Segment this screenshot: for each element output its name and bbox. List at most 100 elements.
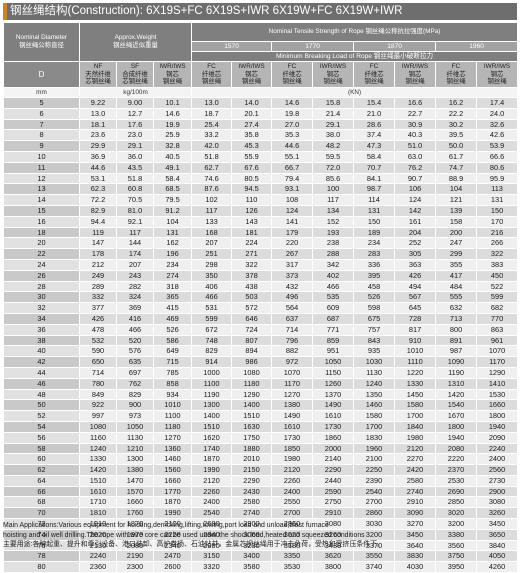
value-cell: 2090 [476,431,519,444]
value-cell: 2290 [312,464,355,476]
value-cell: 2120 [191,474,233,487]
value-cell: 395 [353,269,396,282]
value-cell: 748 [191,334,233,347]
value-cell: 406 [191,280,233,293]
value-cell: 829 [116,388,154,401]
value-cell: 3580 [231,561,273,573]
value-cell: 3260 [476,507,519,520]
value-cell: 3740 [353,561,396,573]
weight-col-header: IWR/IWS 钢芯 钢丝绳 [152,61,193,88]
value-cell: 373 [271,269,314,282]
value-cell: 234 [353,237,396,250]
value-cell: 204 [394,226,437,239]
value-cell: 2400 [476,453,519,466]
value-cell: 1810 [79,507,117,520]
value-cell: 14.6 [152,107,193,120]
value-cell: 4030 [394,561,437,573]
value-cell: 715 [152,356,193,368]
value-cell: 108 [271,194,314,206]
value-cell: 23.6 [79,129,117,142]
value-cell: 72.2 [79,194,117,206]
value-cell: 3800 [312,561,355,573]
value-cell: 1380 [116,464,154,476]
value-cell: 14.6 [271,97,314,109]
value-cell: 2700 [271,507,314,520]
value-cell: 1670 [435,410,478,422]
value-cell: 586 [152,334,193,347]
footer-line-2: hoisting and oil well drilling.The rope … [3,531,365,539]
value-cell: 216 [476,226,519,239]
table-row: 5 9.22 9.00 10.1 13.0 14.0 14.6 15.8 15.4 16.6 16.… [3,97,519,109]
footer-line-1: Main Applications:Various equipment for … [3,522,329,529]
value-cell: 2000 [312,442,355,455]
value-cell: 1940 [435,431,478,444]
strength-col-header: FC 纤维芯 钢丝绳 [435,61,478,88]
value-cell: 162 [152,237,193,250]
value-cell: 849 [79,388,117,401]
value-cell: 1830 [353,431,396,444]
value-cell: 2560 [476,464,519,476]
value-cell: 1990 [191,464,233,476]
table-row: 15 82.9 81.0 91.2 117 126 124 134 131 142 139 150 [3,204,519,217]
table-row: 28 289 282 318 406 438 432 466 458 494 484 522 [3,280,519,293]
value-cell: 29.1 [312,118,355,131]
value-cell: 646 [231,312,273,325]
value-cell: 59.5 [312,150,355,163]
value-cell: 1300 [191,399,233,412]
value-cell: 1850 [271,442,314,455]
value-cell: 141 [271,215,314,228]
value-cell: 72.0 [312,161,355,174]
value-cell: 30.9 [394,118,437,131]
diameter-cell: 64 [3,474,80,487]
value-cell: 93.1 [271,183,314,196]
value-cell: 117 [191,204,233,217]
strength-col-header: IWR/IWS 钢芯 钢丝绳 [312,61,355,88]
value-cell: 466 [191,291,233,304]
table-row: 16 94.4 92.1 104 133 143 141 152 150 161 158 170 [3,215,519,228]
value-cell: 63.0 [394,150,437,163]
value-cell: 131 [353,204,396,217]
value-cell: 3830 [394,550,437,563]
value-cell: 27.0 [271,118,314,131]
value-cell: 650 [79,356,117,368]
value-cell: 1730 [271,431,314,444]
value-cell: 1130 [116,431,154,444]
value-cell: 106 [394,183,437,196]
value-cell: 24.0 [476,107,519,120]
value-cell: 1840 [394,420,437,433]
value-cell: 2750 [312,496,355,509]
value-cell: 51.0 [394,140,437,152]
weight-col-header: NF 天然纤维 芯钢丝绳 [79,61,117,88]
value-cell: 1420 [435,388,478,401]
value-cell: 3090 [394,507,437,520]
value-cell: 469 [152,312,193,325]
value-cell: 863 [476,323,519,336]
diameter-cell: 42 [3,356,80,368]
diameter-cell: 40 [3,345,80,358]
value-cell: 1860 [312,431,355,444]
value-cell: 1350 [353,388,396,401]
value-cell: 170 [476,215,519,228]
strength-col-header: IWR/IWS 钢芯 钢丝绳 [231,61,273,88]
value-cell: 1580 [353,410,396,422]
value-cell: 66.7 [271,161,314,174]
value-cell: 1370 [312,388,355,401]
table-row: 48 849 829 934 1190 1290 1270 1370 1350 1450 1420 1… [3,388,519,401]
diameter-cell: 44 [3,366,80,379]
value-cell: 91.2 [152,204,193,217]
value-cell: 1050 [116,420,154,433]
value-cell: 1190 [435,366,478,379]
value-cell: 1150 [312,366,355,379]
value-cell: 564 [271,302,314,314]
table-row: 12 53.1 51.8 58.4 74.6 80.5 79.4 85.6 84.1 90.7 88… [3,172,519,185]
value-cell: 2530 [435,474,478,487]
value-cell: 859 [312,334,355,347]
table-row: 20 147 144 162 207 224 220 238 234 252 247 266 [3,237,519,250]
value-cell: 102 [191,194,233,206]
value-cell: 25.9 [152,129,193,142]
value-cell: 35.8 [231,129,273,142]
table-row: 34 426 416 469 599 646 637 687 675 728 713 770 [3,312,519,325]
diameter-cell: 20 [3,237,80,250]
value-cell: 2400 [271,485,314,498]
table-row: 74 2020 1970 2220 2840 3060 3020 3260 3200 3450 33… [3,528,519,541]
